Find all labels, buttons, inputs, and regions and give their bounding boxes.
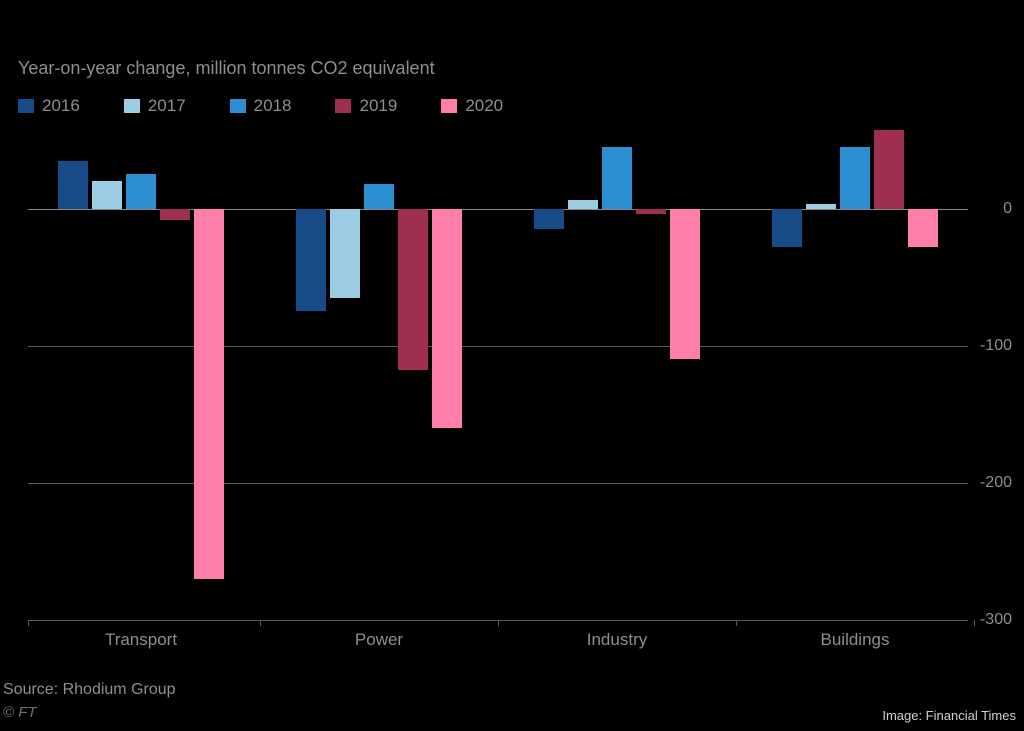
bar	[636, 209, 666, 214]
plot-area: 0-100-200-300TransportPowerIndustryBuild…	[28, 140, 968, 620]
x-axis-label: Industry	[587, 630, 647, 650]
bar	[126, 174, 156, 208]
x-tick	[736, 620, 737, 626]
bar	[772, 209, 802, 247]
bar	[58, 161, 88, 209]
bar	[194, 209, 224, 579]
legend-label: 2018	[254, 96, 292, 116]
chart-title: Year-on-year change, million tonnes CO2 …	[18, 58, 435, 79]
legend: 2016 2017 2018 2019 2020	[18, 96, 503, 116]
x-tick	[498, 620, 499, 626]
x-axis-label: Transport	[105, 630, 177, 650]
bar	[670, 209, 700, 360]
bar	[364, 184, 394, 209]
image-credit: Image: Financial Times	[878, 706, 1020, 725]
bar	[806, 204, 836, 208]
bar	[296, 209, 326, 312]
legend-item: 2017	[124, 96, 186, 116]
bar	[874, 130, 904, 208]
bar	[568, 200, 598, 208]
bar	[92, 181, 122, 208]
x-tick	[974, 620, 975, 626]
legend-item: 2020	[441, 96, 503, 116]
bar	[330, 209, 360, 298]
legend-item: 2018	[230, 96, 292, 116]
legend-swatch	[230, 99, 246, 113]
legend-label: 2020	[465, 96, 503, 116]
legend-swatch	[18, 99, 34, 113]
legend-swatch	[441, 99, 457, 113]
bar	[432, 209, 462, 428]
legend-swatch	[124, 99, 140, 113]
bar	[908, 209, 938, 247]
x-tick	[28, 620, 29, 626]
y-axis-label: -200	[980, 474, 1012, 492]
y-axis-label: 0	[1003, 200, 1012, 218]
gridline	[28, 483, 968, 484]
source-text: Source: Rhodium Group	[3, 681, 176, 699]
legend-label: 2019	[359, 96, 397, 116]
legend-label: 2016	[42, 96, 80, 116]
x-axis-label: Buildings	[821, 630, 890, 650]
legend-swatch	[335, 99, 351, 113]
bar	[602, 147, 632, 209]
gridline	[28, 346, 968, 347]
y-axis-label: -100	[980, 337, 1012, 355]
legend-item: 2016	[18, 96, 80, 116]
y-axis-label: -300	[980, 611, 1012, 629]
x-axis-label: Power	[355, 630, 403, 650]
bar	[840, 147, 870, 209]
copyright-text: © FT	[3, 704, 37, 721]
bar	[160, 209, 190, 220]
legend-label: 2017	[148, 96, 186, 116]
x-tick	[260, 620, 261, 626]
legend-item: 2019	[335, 96, 397, 116]
bar	[534, 209, 564, 230]
bar	[398, 209, 428, 371]
